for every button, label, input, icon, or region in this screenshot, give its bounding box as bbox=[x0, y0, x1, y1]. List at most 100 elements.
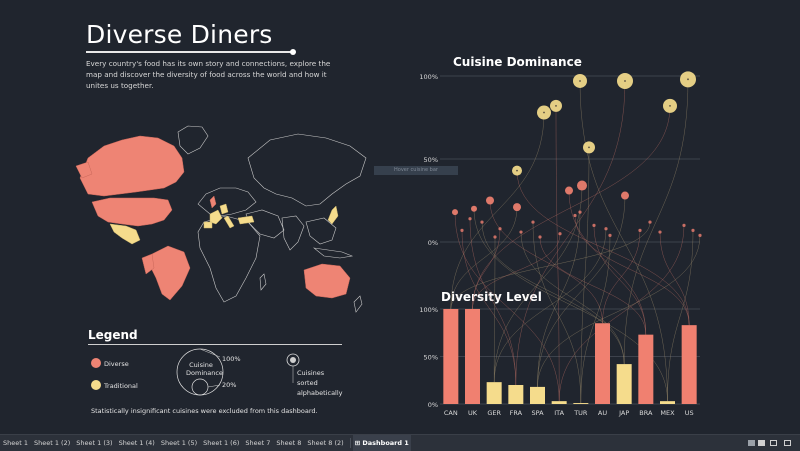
sheet-tab[interactable]: Sheet 1 (6) bbox=[203, 439, 240, 447]
dominance-small-point bbox=[698, 233, 702, 237]
dominance-point bbox=[486, 196, 494, 205]
diversity-bar bbox=[638, 334, 654, 404]
legend-size-min: 20% bbox=[222, 381, 237, 389]
dominance-chart-title: Cuisine Dominance bbox=[453, 55, 582, 69]
legend-sort-icon-core bbox=[290, 357, 296, 363]
connection-curve bbox=[493, 185, 583, 383]
dominance-small-point bbox=[573, 213, 577, 218]
connection-curve bbox=[574, 215, 690, 326]
legend-size-label: Cuisine Dominance bbox=[186, 361, 223, 377]
map-indonesia bbox=[312, 247, 354, 259]
dominance-small-point bbox=[604, 227, 608, 231]
dominance-point-center bbox=[588, 146, 590, 149]
dominance-small-point bbox=[608, 233, 612, 237]
connection-curve bbox=[659, 232, 690, 326]
dominance-point-center bbox=[516, 169, 518, 172]
map-mexico bbox=[109, 223, 141, 245]
tooltip-hint: Hover cuisine bar bbox=[374, 166, 458, 175]
map-uk bbox=[209, 195, 217, 209]
diversity-x-tick: BRA bbox=[639, 409, 653, 417]
diversity-x-tick: UK bbox=[468, 409, 478, 417]
diversity-bar bbox=[486, 382, 502, 404]
connection-curve bbox=[516, 170, 690, 326]
dominance-small-point bbox=[538, 235, 542, 239]
diversity-y-tick: 100% bbox=[419, 306, 438, 314]
connection-curve bbox=[472, 228, 501, 310]
diversity-bar bbox=[616, 364, 632, 404]
map-india bbox=[281, 215, 305, 251]
dominance-small-point bbox=[519, 230, 523, 234]
dominance-small-point bbox=[638, 228, 642, 232]
diversity-x-tick: MEX bbox=[660, 409, 675, 417]
diversity-x-tick: FRA bbox=[510, 409, 523, 417]
legend-sort-label: Cuisines sorted alphabetically bbox=[297, 369, 343, 397]
tab-dashboard-active[interactable]: ⊞ Dashboard 1 bbox=[352, 435, 411, 451]
map-spain bbox=[203, 221, 213, 229]
sheet-tab[interactable]: Sheet 8 (2) bbox=[307, 439, 344, 447]
diversity-x-tick: CAN bbox=[444, 409, 458, 417]
dominance-y-tick: 100% bbox=[419, 73, 438, 81]
diversity-y-tick: 50% bbox=[424, 354, 438, 362]
connection-curve bbox=[481, 222, 625, 365]
legend-graphics bbox=[91, 348, 300, 396]
dominance-point bbox=[565, 186, 573, 195]
dominance-small-point bbox=[691, 228, 695, 232]
connection-curve bbox=[555, 105, 560, 402]
dominance-small-point bbox=[498, 227, 502, 231]
map-turkey bbox=[237, 215, 255, 225]
map-russia-asia bbox=[247, 133, 367, 207]
filmstrip-icon[interactable] bbox=[770, 440, 777, 446]
diversity-bar bbox=[595, 323, 610, 404]
sheet-tab[interactable]: Sheet 1 (3) bbox=[76, 439, 113, 447]
sheet-tab[interactable]: Sheet 1 (2) bbox=[34, 439, 71, 447]
map-southeast-asia bbox=[305, 217, 337, 245]
connection-curve bbox=[568, 190, 647, 335]
dominance-small-point bbox=[658, 230, 662, 234]
connection-curve bbox=[450, 112, 545, 310]
connection-curve bbox=[489, 200, 603, 324]
dominance-point-center bbox=[555, 104, 557, 107]
dominance-point-center bbox=[669, 104, 671, 107]
sheet-tab[interactable]: Sheet 1 (4) bbox=[118, 439, 155, 447]
dominance-small-point bbox=[460, 228, 464, 232]
list-view-icon[interactable] bbox=[758, 440, 765, 446]
connection-curve bbox=[469, 218, 517, 386]
connection-curve bbox=[450, 222, 651, 310]
dominance-small-point bbox=[592, 223, 596, 227]
map-australia bbox=[303, 263, 351, 299]
dominance-small-point bbox=[682, 223, 686, 227]
sheet-tab[interactable]: Sheet 8 bbox=[276, 439, 302, 447]
legend-size-min-line bbox=[207, 384, 221, 388]
diversity-chart-title: Diversity Level bbox=[441, 290, 542, 304]
dominance-point bbox=[577, 180, 587, 191]
connection-curve bbox=[515, 80, 626, 386]
diversity-bar bbox=[573, 403, 589, 404]
connection-curve bbox=[623, 79, 689, 365]
connection-curve bbox=[532, 222, 582, 404]
map-japan bbox=[327, 205, 339, 225]
connection-curve bbox=[580, 235, 611, 404]
sheet-tab[interactable]: Sheet 7 bbox=[245, 439, 271, 447]
dominance-point-center bbox=[624, 80, 626, 82]
connection-curve bbox=[667, 230, 694, 402]
diversity-x-tick: ITA bbox=[554, 409, 564, 417]
map-alaska bbox=[75, 161, 93, 179]
connection-curve bbox=[602, 230, 641, 324]
grid-view-icon[interactable] bbox=[748, 440, 755, 446]
charts-svg[interactable]: 100% 50% 0% 100% 50% 0% CAN UK GER FRA SPA ITA TUR AU… bbox=[0, 0, 800, 434]
diversity-x-tick: US bbox=[685, 409, 694, 417]
map-canada bbox=[79, 135, 185, 197]
world-map[interactable] bbox=[70, 118, 370, 318]
connection-curve bbox=[579, 80, 668, 402]
diversity-bar bbox=[530, 386, 545, 404]
diversity-bar bbox=[443, 309, 459, 404]
map-middle-east bbox=[245, 209, 285, 239]
diversity-bar bbox=[508, 385, 524, 404]
dominance-small-point bbox=[578, 210, 582, 214]
dominance-point-center bbox=[579, 80, 581, 82]
sheet-tab[interactable]: Sheet 1 bbox=[3, 439, 28, 447]
sheet-tab[interactable]: Sheet 1 (5) bbox=[160, 439, 198, 447]
fullscreen-icon[interactable] bbox=[784, 440, 791, 446]
dominance-small-point bbox=[648, 220, 652, 224]
dominance-small-point bbox=[468, 217, 472, 221]
